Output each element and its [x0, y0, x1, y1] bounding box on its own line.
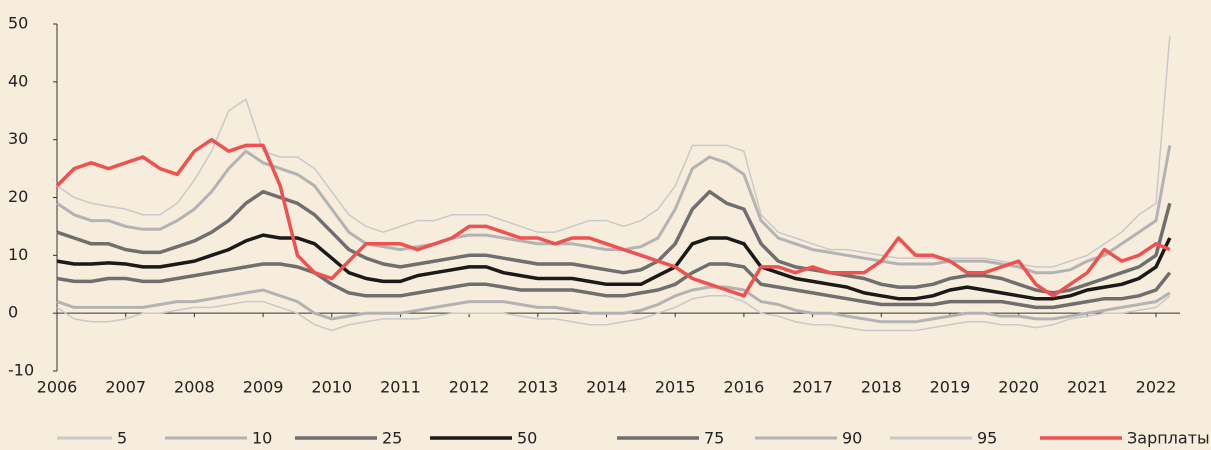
series-line — [56, 35, 1171, 268]
x-tick-label: 2008 — [174, 378, 215, 397]
x-tick-label: 2009 — [243, 378, 284, 397]
x-tick-label: 2014 — [586, 378, 627, 397]
x-tick-label: 2020 — [998, 378, 1039, 397]
y-tick-label: 10 — [8, 245, 28, 264]
series-line — [55, 137, 1171, 298]
legend-label: 25 — [382, 429, 402, 448]
series-line — [56, 189, 1172, 295]
y-tick-label: 50 — [8, 14, 28, 33]
legend-label: 50 — [517, 429, 537, 448]
legend-label: 90 — [842, 429, 862, 448]
x-tick-label: 2016 — [724, 378, 765, 397]
legend-label: 5 — [117, 429, 127, 448]
series-line — [56, 262, 1172, 310]
y-tick-label: 30 — [8, 129, 28, 148]
x-tick-label: 2018 — [861, 378, 902, 397]
x-tick-label: 2022 — [1136, 378, 1177, 397]
legend-label: 10 — [252, 429, 272, 448]
x-tick-label: 2013 — [517, 378, 558, 397]
y-tick-label: 20 — [8, 187, 28, 206]
x-tick-label: 2015 — [655, 378, 696, 397]
series-line — [56, 285, 1171, 324]
series-line — [56, 295, 1171, 332]
series-line — [56, 233, 1172, 301]
y-tick-label: 0 — [8, 303, 18, 322]
legend-label: Зарплаты — [1127, 429, 1210, 448]
x-tick-label: 2019 — [930, 378, 971, 397]
y-tick-label: -10 — [8, 361, 34, 380]
x-tick-label: 2011 — [380, 378, 421, 397]
x-tick-label: 2006 — [37, 378, 78, 397]
x-tick-label: 2017 — [792, 378, 833, 397]
series-line — [56, 145, 1172, 275]
legend-label: 75 — [704, 429, 724, 448]
x-tick-label: 2007 — [105, 378, 146, 397]
legend-label: 95 — [977, 429, 997, 448]
x-tick-label: 2010 — [311, 378, 352, 397]
x-tick-label: 2021 — [1067, 378, 1108, 397]
x-tick-label: 2012 — [449, 378, 490, 397]
y-tick-label: 40 — [8, 71, 28, 90]
